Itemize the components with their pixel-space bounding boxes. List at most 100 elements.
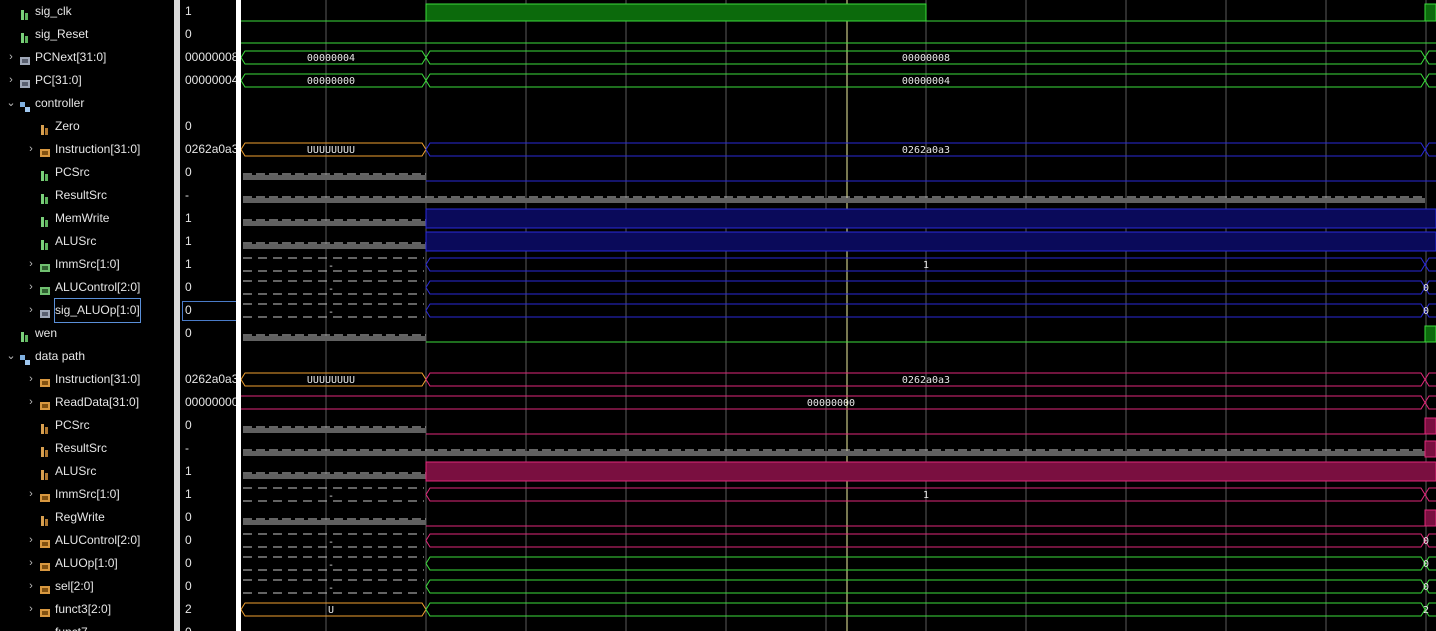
panel-divider[interactable] <box>236 0 241 631</box>
bus-value-label: 00000004 <box>902 76 950 87</box>
expand-chevron-icon[interactable]: › <box>29 143 33 155</box>
bit-green-icon <box>19 29 31 52</box>
signal-value: 0 <box>185 621 192 631</box>
signal-value-cell[interactable]: 0 <box>180 299 236 322</box>
signal-value-cell[interactable]: 1 <box>180 207 236 230</box>
signal-row[interactable]: ResultSrc <box>0 437 174 460</box>
signal-value: 0262a0a3 <box>185 372 236 386</box>
signal-value-cell[interactable]: 1 <box>180 483 236 506</box>
signal-row[interactable]: RegWrite <box>0 506 174 529</box>
signal-value-cell[interactable]: 0 <box>180 414 236 437</box>
signal-row[interactable]: › funct3[2:0] <box>0 598 174 621</box>
signal-value-cell[interactable] <box>180 345 236 368</box>
signal-value-cell[interactable]: 0 <box>180 276 236 299</box>
panel-divider[interactable] <box>174 0 180 631</box>
signal-row[interactable]: › ALUOp[1:0] <box>0 552 174 575</box>
signal-value-cell[interactable]: 1 <box>180 253 236 276</box>
signal-row[interactable]: › ImmSrc[1:0] <box>0 253 174 276</box>
signal-value-cell[interactable]: 0262a0a3 <box>180 368 236 391</box>
signal-row[interactable]: ⌄ controller <box>0 92 174 115</box>
expand-chevron-icon[interactable]: › <box>29 304 33 316</box>
signal-row[interactable]: › ReadData[31:0] <box>0 391 174 414</box>
signal-row[interactable]: ⌄ data path <box>0 345 174 368</box>
bus-segment <box>1424 303 1436 318</box>
signal-value-cell[interactable]: 0 <box>180 575 236 598</box>
expand-chevron-icon[interactable]: › <box>29 373 33 385</box>
signal-row[interactable]: funct7 <box>0 621 174 631</box>
signal-value: 00000000 <box>185 395 236 409</box>
signal-value-cell[interactable]: 0 <box>180 552 236 575</box>
signal-row[interactable]: PCSrc <box>0 414 174 437</box>
expand-chevron-icon[interactable]: › <box>29 396 33 408</box>
unknown-bus-label: - <box>328 307 334 318</box>
signal-value-cell[interactable]: 0 <box>180 161 236 184</box>
unknown-level <box>243 221 426 226</box>
signal-value-cell[interactable]: 0 <box>180 506 236 529</box>
collapse-chevron-icon[interactable]: ⌄ <box>6 350 16 362</box>
signal-value-cell[interactable]: 00000004 <box>180 69 236 92</box>
signal-value-cell[interactable] <box>180 92 236 115</box>
signal-value-cell[interactable]: - <box>180 437 236 460</box>
signal-value-cell[interactable]: 0262a0a3 <box>180 138 236 161</box>
signal-row[interactable]: › sel[2:0] <box>0 575 174 598</box>
bit-green-icon <box>39 236 51 259</box>
expand-chevron-icon[interactable]: › <box>29 534 33 546</box>
expand-chevron-icon[interactable]: › <box>9 74 13 86</box>
expand-chevron-icon[interactable]: › <box>29 258 33 270</box>
signal-row[interactable]: ResultSrc <box>0 184 174 207</box>
signal-row[interactable]: PCSrc <box>0 161 174 184</box>
signal-row[interactable]: › sig_ALUOp[1:0] <box>0 298 174 323</box>
expand-chevron-icon[interactable]: › <box>29 488 33 500</box>
signal-name: sel[2:0] <box>55 579 94 593</box>
signal-row[interactable]: wen <box>0 322 174 345</box>
expand-chevron-icon[interactable]: › <box>29 557 33 569</box>
signal-name: ALUOp[1:0] <box>55 556 118 570</box>
expand-chevron-icon[interactable]: › <box>29 603 33 615</box>
signal-row[interactable]: ALUSrc <box>0 230 174 253</box>
signal-row[interactable]: sig_Reset <box>0 23 174 46</box>
signal-row[interactable]: › PC[31:0] <box>0 69 174 92</box>
signal-row[interactable]: › Instruction[31:0] <box>0 368 174 391</box>
expand-chevron-icon[interactable]: › <box>9 51 13 63</box>
bit-orange-icon <box>39 121 51 144</box>
signal-row[interactable]: sig_clk <box>0 0 174 23</box>
collapse-chevron-icon[interactable]: ⌄ <box>6 97 16 109</box>
signal-name: ALUSrc <box>55 234 97 248</box>
signal-row[interactable]: › PCNext[31:0] <box>0 46 174 69</box>
signal-row[interactable]: › ALUControl[2:0] <box>0 529 174 552</box>
expand-chevron-icon[interactable]: › <box>29 281 33 293</box>
signal-value-cell[interactable]: 1 <box>180 230 236 253</box>
signal-row[interactable]: › Instruction[31:0] <box>0 138 174 161</box>
bus-segment <box>1424 142 1436 157</box>
bit-green-icon <box>39 167 51 190</box>
signal-row[interactable]: ALUSrc <box>0 460 174 483</box>
high-level <box>1424 325 1436 343</box>
signal-value-cell[interactable]: 1 <box>180 460 236 483</box>
bus-orange-icon <box>39 489 51 512</box>
signal-value-cell[interactable]: 00000000 <box>180 391 236 414</box>
signal-row[interactable]: Zero <box>0 115 174 138</box>
signal-row[interactable]: › ALUControl[2:0] <box>0 276 174 299</box>
signal-row[interactable]: › ImmSrc[1:0] <box>0 483 174 506</box>
waveform-panel[interactable]: 00000004 00000008 00000000 00000004 UUUUUUUU… <box>241 0 1436 631</box>
bit-orange-icon <box>39 512 51 535</box>
signal-value-cell[interactable]: 0 <box>180 529 236 552</box>
signal-value-cell[interactable]: 00000008 <box>180 46 236 69</box>
signal-value-cell[interactable]: 0 <box>180 322 236 345</box>
signal-value-cell[interactable]: 0 <box>180 621 236 631</box>
signal-value: 1 <box>185 464 192 478</box>
bus-segment <box>425 602 1426 617</box>
signal-row[interactable]: MemWrite <box>0 207 174 230</box>
high-level <box>1424 440 1436 458</box>
signal-value-cell[interactable]: 1 <box>180 0 236 23</box>
bus-end-label: 0 <box>1423 582 1429 593</box>
bus-segment <box>1424 50 1436 65</box>
signal-value-cell[interactable]: 0 <box>180 23 236 46</box>
bus-value-label: 0262a0a3 <box>902 145 950 156</box>
signal-value: 1 <box>185 234 192 248</box>
signal-value-cell[interactable]: 0 <box>180 115 236 138</box>
signal-value-cell[interactable]: - <box>180 184 236 207</box>
expand-chevron-icon[interactable]: › <box>29 580 33 592</box>
signal-value-cell[interactable]: 2 <box>180 598 236 621</box>
